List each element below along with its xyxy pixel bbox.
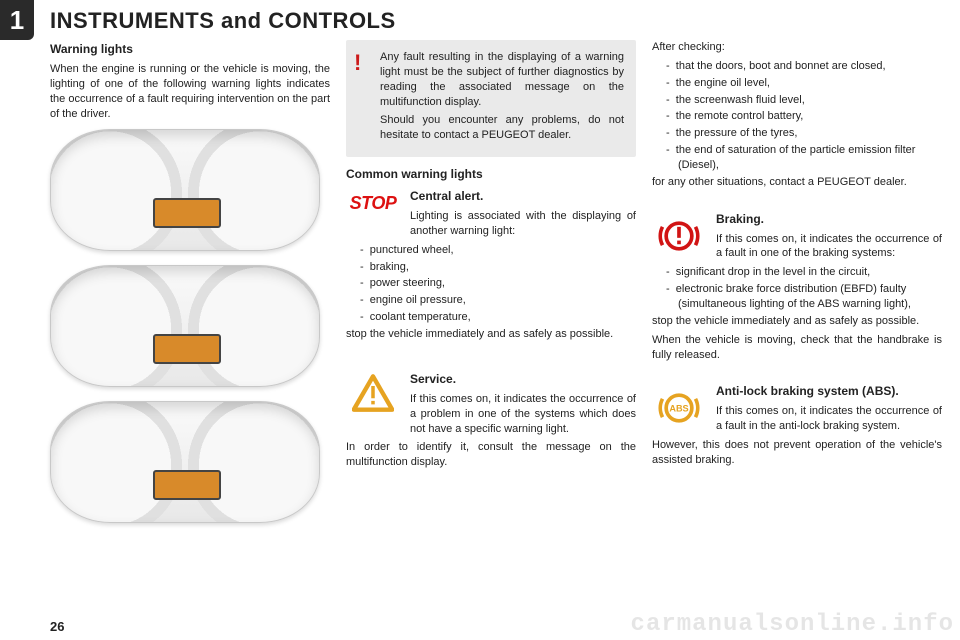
- brake-warning-icon: [652, 212, 706, 266]
- list-item: the screenwash fluid level,: [652, 93, 942, 108]
- list-item: punctured wheel,: [346, 243, 636, 258]
- central-alert-title: Central alert.: [410, 189, 636, 203]
- list-item: electronic brake force distribution (EBF…: [652, 282, 942, 312]
- central-alert-tail: stop the vehicle immediately and as safe…: [346, 327, 636, 342]
- list-item: significant drop in the level in the cir…: [652, 265, 942, 280]
- chapter-tab: 1: [0, 0, 34, 40]
- instrument-cluster-image: [50, 129, 320, 251]
- list-item: the remote control battery,: [652, 109, 942, 124]
- watermark: carmanualsonline.info: [631, 611, 954, 638]
- list-item: braking,: [346, 260, 636, 275]
- abs-icon: ABS: [652, 384, 706, 438]
- warning-lights-intro: When the engine is running or the vehicl…: [50, 62, 330, 121]
- list-item: that the doors, boot and bonnet are clos…: [652, 59, 942, 74]
- service-lead: If this comes on, it indicates the occur…: [410, 392, 636, 437]
- after-checking-label: After checking:: [652, 40, 942, 55]
- instrument-cluster-image: [50, 401, 320, 523]
- service-block: Service. If this comes on, it indicates …: [346, 372, 636, 441]
- stop-icon: STOP: [346, 189, 400, 243]
- warning-triangle-icon: [346, 372, 400, 441]
- page-title: INSTRUMENTS and CONTROLS: [50, 8, 942, 34]
- central-alert-block: STOP Central alert. Lighting is associat…: [346, 189, 636, 243]
- caution-text: Should you encounter any problems, do no…: [380, 113, 624, 143]
- col-left: Warning lights When the engine is runnin…: [50, 40, 330, 537]
- abs-tail: However, this does not prevent operation…: [652, 438, 942, 468]
- after-checking-final: for any other situations, contact a PEUG…: [652, 175, 942, 190]
- list-item: engine oil pressure,: [346, 293, 636, 308]
- list-item: the engine oil level,: [652, 76, 942, 91]
- list-item: power steering,: [346, 276, 636, 291]
- braking-lead: If this comes on, it indicates the occur…: [716, 232, 942, 262]
- list-item: the pressure of the tyres,: [652, 126, 942, 141]
- warning-lights-heading: Warning lights: [50, 42, 330, 56]
- list-item: the end of saturation of the particle em…: [652, 143, 942, 173]
- instrument-cluster-image: [50, 265, 320, 387]
- caution-text: Any fault resulting in the displaying of…: [380, 50, 624, 109]
- abs-lead: If this comes on, it indicates the occur…: [716, 404, 942, 434]
- exclamation-icon: !: [354, 50, 361, 76]
- service-tail: In order to identify it, consult the mes…: [346, 440, 636, 470]
- common-warning-heading: Common warning lights: [346, 167, 636, 181]
- svg-text:ABS: ABS: [669, 404, 688, 414]
- list-item: coolant temperature,: [346, 310, 636, 325]
- braking-block: Braking. If this comes on, it indicates …: [652, 212, 942, 266]
- col-mid: ! Any fault resulting in the displaying …: [346, 40, 636, 537]
- service-title: Service.: [410, 372, 636, 386]
- braking-tail: When the vehicle is moving, check that t…: [652, 333, 942, 363]
- chapter-number: 1: [10, 5, 24, 36]
- col-right: After checking: that the doors, boot and…: [652, 40, 942, 537]
- page-body: INSTRUMENTS and CONTROLS Warning lights …: [50, 8, 942, 632]
- braking-title: Braking.: [716, 212, 942, 226]
- braking-list: significant drop in the level in the cir…: [652, 265, 942, 312]
- central-alert-lead: Lighting is associated with the displayi…: [410, 209, 636, 239]
- page-number: 26: [50, 619, 64, 634]
- after-checking-list: that the doors, boot and bonnet are clos…: [652, 59, 942, 173]
- abs-title: Anti-lock braking system (ABS).: [716, 384, 942, 398]
- caution-box: ! Any fault resulting in the displaying …: [346, 40, 636, 157]
- braking-tail: stop the vehicle immediately and as safe…: [652, 314, 942, 329]
- central-alert-list: punctured wheel, braking, power steering…: [346, 243, 636, 325]
- abs-block: ABS Anti-lock braking system (ABS). If t…: [652, 384, 942, 438]
